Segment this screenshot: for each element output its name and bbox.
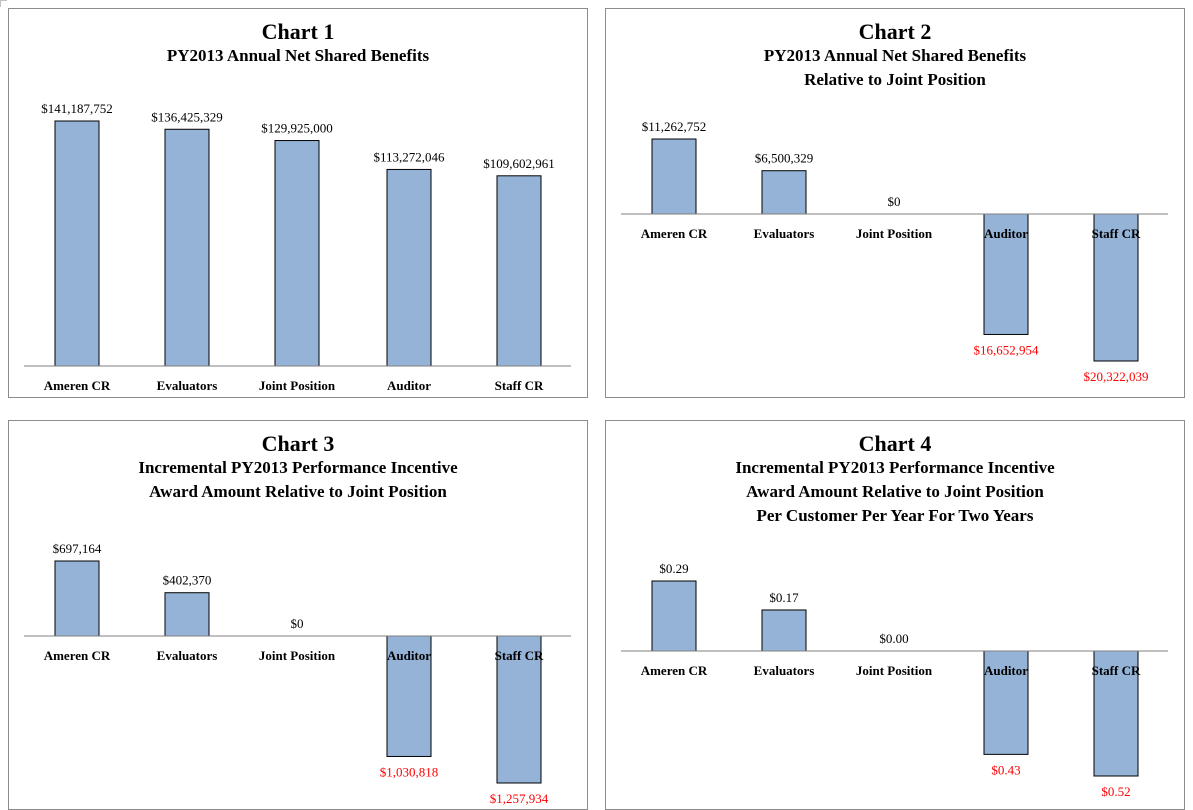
- chart-4-subtitle-line-2: Award Amount Relative to Joint Position: [746, 482, 1044, 501]
- chart-4-category-label-3: Joint Position: [856, 663, 933, 678]
- chart-1-category-label-3: Joint Position: [259, 378, 336, 393]
- chart-3-category-label-2: Evaluators: [157, 648, 218, 663]
- chart-4-category-label-5: Staff CR: [1092, 663, 1141, 678]
- chart-1-data-label-4: $113,272,046: [373, 149, 445, 164]
- chart-4-category-label-4: Auditor: [984, 663, 1028, 678]
- chart-1-category-label-5: Staff CR: [495, 378, 544, 393]
- chart-4-data-label-3: $0.00: [879, 631, 908, 646]
- chart-1-bar-5: [496, 175, 542, 367]
- chart-2-data-label-1: $11,262,752: [642, 119, 707, 134]
- chart-2-subtitle-line-1: PY2013 Annual Net Shared Benefits: [763, 46, 1027, 65]
- chart-1-category-label-1: Ameren CR: [44, 378, 111, 393]
- chart-3-subtitle-line-2: Award Amount Relative to Joint Position: [149, 482, 447, 501]
- chart-4-panel: Chart 4 Incremental PY2013 Performance I…: [605, 420, 1185, 810]
- chart-1-data-label-3: $129,925,000: [261, 121, 333, 136]
- chart-2-category-label-3: Joint Position: [856, 226, 933, 241]
- chart-3-data-label-4: $1,030,818: [380, 764, 439, 779]
- chart-4-plot: $0.29 $0.17 $0.00 $0.43 $0.52 Ameren CR Evalua…: [621, 561, 1168, 799]
- chart-3-data-label-2: $402,370: [163, 573, 212, 588]
- chart-2-bar-2: [761, 170, 807, 215]
- chart-2-subtitle-line-2: Relative to Joint Position: [804, 70, 986, 89]
- chart-1-panel: Chart 1 PY2013 Annual Net Shared Benefit…: [8, 8, 588, 398]
- chart-4-data-label-4: $0.43: [991, 762, 1020, 777]
- chart-1-title: Chart 1: [261, 19, 335, 44]
- chart-3-data-label-3: $0: [291, 616, 304, 631]
- chart-4-data-label-5: $0.52: [1101, 784, 1130, 799]
- chart-4-title: Chart 4: [858, 431, 932, 456]
- chart-3-data-label-5: $1,257,934: [490, 791, 549, 806]
- chart-3-category-label-5: Staff CR: [495, 648, 544, 663]
- chart-3-title: Chart 3: [261, 431, 335, 456]
- chart-3-category-label-1: Ameren CR: [44, 648, 111, 663]
- chart-2-title: Chart 2: [858, 19, 932, 44]
- chart-4-bar-1: [651, 580, 697, 652]
- chart-4-data-label-2: $0.17: [769, 590, 799, 605]
- chart-3-bar-1: [54, 560, 100, 637]
- chart-3-category-label-4: Auditor: [387, 648, 431, 663]
- chart-3-bar-5: [496, 635, 542, 784]
- chart-2-panel: Chart 2 PY2013 Annual Net Shared Benefit…: [605, 8, 1185, 398]
- chart-3-bar-4: [386, 635, 432, 757]
- chart-1-category-label-4: Auditor: [387, 378, 431, 393]
- chart-2-data-label-5: $20,322,039: [1084, 369, 1149, 384]
- chart-3-plot: $697,164 $402,370 $0 $1,030,818 $1,257,934 Am…: [24, 541, 571, 806]
- chart-3-data-label-1: $697,164: [53, 541, 102, 556]
- chart-4-subtitle-line-1: Incremental PY2013 Performance Incentive: [735, 458, 1055, 477]
- chart-1-data-label-1: $141,187,752: [41, 101, 113, 116]
- chart-2-plot: $11,262,752 $6,500,329 $0 $16,652,954 $20,32…: [621, 119, 1168, 384]
- chart-4-category-label-1: Ameren CR: [641, 663, 708, 678]
- chart-2-bar-4: [983, 213, 1029, 335]
- chart-4-category-label-2: Evaluators: [754, 663, 815, 678]
- chart-3-panel: Chart 3 Incremental PY2013 Performance I…: [8, 420, 588, 810]
- chart-1-data-label-5: $109,602,961: [483, 156, 555, 171]
- chart-4-data-label-1: $0.29: [659, 561, 688, 576]
- chart-4-subtitle-line-3: Per Customer Per Year For Two Years: [756, 506, 1034, 525]
- chart-3-bar-2: [164, 592, 210, 637]
- chart-1-data-label-2: $136,425,329: [151, 109, 223, 124]
- chart-3-category-label-3: Joint Position: [259, 648, 336, 663]
- chart-1-bar-2: [164, 128, 210, 367]
- chart-1-plot: $141,187,752 $136,425,329 $129,925,000 $113…: [24, 101, 571, 393]
- chart-2-category-label-1: Ameren CR: [641, 226, 708, 241]
- chart-2-bar-1: [651, 138, 697, 215]
- chart-2-category-label-5: Staff CR: [1092, 226, 1141, 241]
- chart-4-bar-5: [1093, 650, 1139, 777]
- chart-2-data-label-2: $6,500,329: [755, 151, 814, 166]
- sheet-corner-mark: [0, 0, 7, 7]
- chart-1-subtitle-line-1: PY2013 Annual Net Shared Benefits: [166, 46, 430, 65]
- chart-1-category-label-2: Evaluators: [157, 378, 218, 393]
- chart-1-bar-1: [54, 120, 100, 367]
- chart-1-bar-4: [386, 168, 432, 367]
- chart-4-bar-4: [983, 650, 1029, 755]
- chart-2-data-label-4: $16,652,954: [974, 342, 1040, 357]
- chart-3-subtitle-line-1: Incremental PY2013 Performance Incentive: [138, 458, 458, 477]
- chart-4-bar-2: [761, 609, 807, 652]
- chart-2-data-label-3: $0: [888, 194, 901, 209]
- chart-2-category-label-4: Auditor: [984, 226, 1028, 241]
- chart-2-category-label-2: Evaluators: [754, 226, 815, 241]
- chart-1-bar-3: [274, 140, 320, 367]
